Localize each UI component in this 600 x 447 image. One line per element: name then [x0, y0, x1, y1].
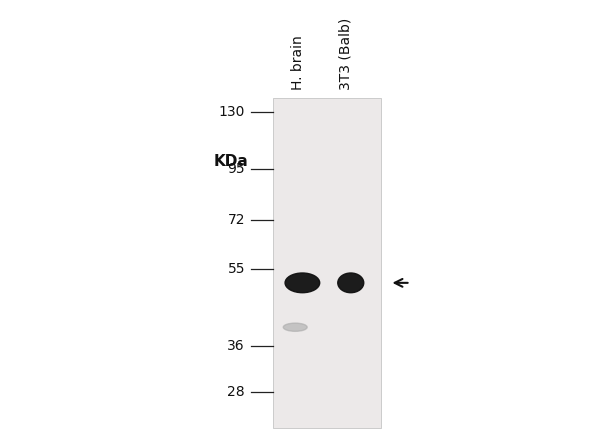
Ellipse shape [283, 323, 307, 331]
Text: 130: 130 [218, 105, 245, 119]
Text: 3T3 (Balb): 3T3 (Balb) [338, 17, 353, 90]
Text: 55: 55 [227, 262, 245, 276]
Text: H. brain: H. brain [291, 35, 305, 90]
Text: KDa: KDa [214, 154, 248, 169]
Ellipse shape [338, 273, 364, 293]
Text: 36: 36 [227, 339, 245, 354]
Text: 28: 28 [227, 385, 245, 399]
Ellipse shape [285, 273, 320, 293]
Text: 95: 95 [227, 162, 245, 176]
Text: 72: 72 [227, 213, 245, 227]
Bar [273, 98, 380, 428]
